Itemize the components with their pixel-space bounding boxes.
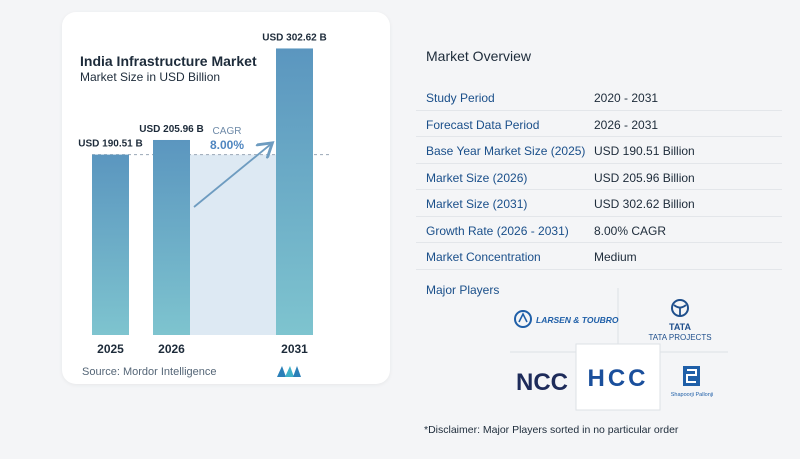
overview-row: Market Size (2031) USD 302.62 Billion bbox=[416, 190, 782, 217]
overview-value: USD 190.51 Billion bbox=[594, 144, 695, 158]
overview-row: Market Size (2026) USD 205.96 Billion bbox=[416, 164, 782, 190]
bar-value-label: USD 205.96 B bbox=[139, 124, 203, 135]
chart-title: India Infrastructure Market bbox=[80, 53, 257, 69]
cagr-value: 8.00% bbox=[210, 138, 244, 152]
source-text: Source: Mordor Intelligence bbox=[82, 366, 217, 378]
major-players-label: Major Players bbox=[426, 283, 500, 297]
overview-label: Market Size (2031) bbox=[426, 197, 528, 211]
x-tick-label: 2031 bbox=[281, 342, 308, 356]
tata-logo-text: TATA bbox=[669, 322, 691, 332]
overview-row: Base Year Market Size (2025) USD 190.51 … bbox=[416, 137, 782, 164]
major-players-logos: LARSEN & TOUBRO TATA TATA PROJECTS NCC H… bbox=[510, 288, 728, 411]
overview-label: Study Period bbox=[426, 91, 495, 105]
bar-chart: USD 190.51 B 2025 USD 205.96 B 2026 USD 302.… bbox=[78, 32, 330, 356]
bar bbox=[276, 48, 313, 335]
bar bbox=[92, 154, 129, 335]
x-tick-label: 2026 bbox=[158, 342, 185, 356]
growth-band bbox=[190, 154, 276, 335]
overview-label: Market Size (2026) bbox=[426, 170, 528, 185]
overview-title: Market Overview bbox=[426, 48, 532, 64]
tata-logo-subtext: TATA PROJECTS bbox=[648, 333, 711, 342]
disclaimer: *Disclaimer: Major Players sorted in no … bbox=[424, 424, 679, 436]
overview-row: Growth Rate (2026 - 2031) 8.00% CAGR bbox=[416, 217, 782, 243]
mordor-logo-icon bbox=[277, 366, 301, 377]
overview-value: USD 302.62 Billion bbox=[594, 197, 695, 211]
lt-logo: LARSEN & TOUBRO bbox=[514, 310, 619, 328]
overview-value: USD 205.96 Billion bbox=[594, 170, 695, 185]
overview-value: 2020 - 2031 bbox=[594, 91, 659, 105]
overview-value: Medium bbox=[594, 250, 637, 264]
overview-row: Forecast Data Period 2026 - 2031 bbox=[416, 111, 782, 137]
chart-subtitle: Market Size in USD Billion bbox=[80, 70, 221, 84]
overview-value: 8.00% CAGR bbox=[594, 223, 667, 238]
cagr-arrow bbox=[193, 144, 271, 208]
overview-row: Study Period 2020 - 2031 bbox=[416, 84, 782, 111]
sp-logo: Shapoorji Pallonji bbox=[671, 366, 714, 398]
overview-row: Market Concentration Medium bbox=[416, 243, 782, 270]
bar-value-label: USD 302.62 B bbox=[262, 32, 326, 43]
overview-label: Base Year Market Size (2025) bbox=[426, 144, 586, 158]
cagr-label: CAGR bbox=[213, 126, 242, 137]
tata-logo: TATA TATA PROJECTS bbox=[648, 299, 712, 342]
overview-label: Market Concentration bbox=[426, 250, 541, 264]
overview-label: Forecast Data Period bbox=[426, 117, 540, 132]
ncc-logo: NCC bbox=[516, 369, 568, 396]
bar bbox=[153, 139, 190, 335]
sp-logo-text: Shapoorji Pallonji bbox=[671, 392, 714, 398]
overview-value: 2026 - 2031 bbox=[594, 117, 659, 132]
x-tick-label: 2025 bbox=[97, 342, 124, 356]
bar-value-label: USD 190.51 B bbox=[78, 139, 142, 150]
hcc-logo: HCC bbox=[588, 365, 649, 392]
lt-logo-text: LARSEN & TOUBRO bbox=[536, 315, 619, 325]
overview-label: Growth Rate (2026 - 2031) bbox=[426, 223, 569, 238]
